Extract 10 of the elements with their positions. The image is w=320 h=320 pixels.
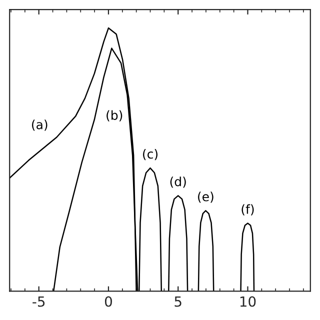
series-label: (e) <box>198 192 214 203</box>
x-tick-label: -5 <box>32 296 45 307</box>
series-label: (c) <box>143 149 158 160</box>
x-tick-label: 0 <box>104 296 112 307</box>
series-label: (d) <box>170 176 186 188</box>
series-label: (b) <box>106 110 122 122</box>
x-tick-label: 5 <box>174 296 182 307</box>
series-label: (f) <box>242 204 254 216</box>
x-tick-label: 10 <box>240 296 256 307</box>
series-label: (a) <box>32 120 48 131</box>
